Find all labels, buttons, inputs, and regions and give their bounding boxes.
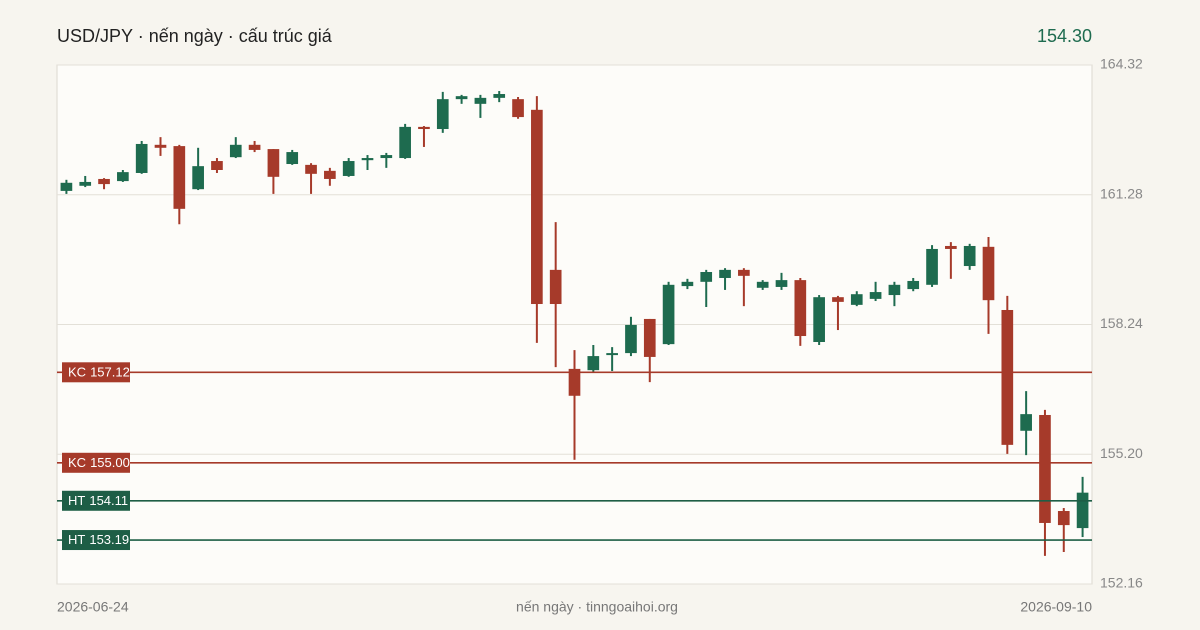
candle-body	[342, 161, 355, 176]
candle-body	[907, 280, 920, 290]
candle-body	[211, 161, 223, 170]
y-tick-label: 164.32	[1100, 56, 1143, 72]
candle-body	[869, 292, 882, 299]
candle-body	[963, 245, 976, 267]
candle-body	[606, 353, 618, 356]
candle-body	[813, 297, 825, 342]
candle-body	[324, 170, 336, 179]
candle-body	[794, 280, 807, 337]
candle-body	[135, 143, 148, 173]
candle-body	[455, 96, 468, 100]
y-tick-label: 158.24	[1100, 315, 1143, 331]
level-tag: KC 157.12	[68, 365, 130, 380]
candle-body	[549, 269, 562, 305]
candle-body	[474, 97, 487, 104]
candle-body	[1057, 511, 1070, 526]
candle-body	[286, 152, 299, 165]
candle-body	[192, 166, 204, 190]
candle-body	[98, 178, 110, 185]
level-tag-box	[62, 452, 130, 473]
candle-body	[1001, 309, 1014, 445]
candle-body	[493, 94, 506, 98]
candle-body	[625, 324, 637, 354]
candle-body	[173, 146, 186, 209]
level-tag-value: 157.12	[90, 365, 130, 380]
candle-body	[568, 368, 581, 396]
y-tick-label: 161.28	[1100, 185, 1143, 201]
candle-body	[60, 182, 73, 191]
candle-body	[1039, 414, 1051, 523]
candle-body	[662, 284, 675, 345]
level-tag: KC 155.00	[68, 455, 130, 470]
footer: nến ngày · tinngoaihoi.org	[516, 599, 678, 615]
candle-body	[719, 269, 731, 278]
candle-body	[775, 280, 788, 287]
candle-body	[756, 281, 769, 288]
candle-body	[436, 99, 449, 130]
level-tag-value: 153.19	[89, 532, 129, 547]
chart-title: USD/JPY · nến ngày · cấu trúc giá	[57, 26, 333, 46]
candle-body	[248, 144, 261, 150]
x-end-label: 2026-09-10	[1020, 599, 1092, 615]
level-tag-box	[62, 362, 130, 383]
candle-body	[531, 109, 543, 305]
candle-body	[380, 155, 393, 159]
candle-body	[305, 164, 317, 174]
level-tag-value: 154.11	[89, 493, 128, 508]
candle-body	[681, 281, 694, 287]
candle-body	[79, 181, 92, 186]
last-price: 154.30	[1037, 26, 1092, 46]
level-tag-value: 155.00	[90, 455, 130, 470]
candle-body	[267, 149, 280, 177]
y-tick-label: 152.16	[1100, 575, 1143, 591]
candle-body	[1020, 414, 1032, 431]
candle-body	[945, 245, 957, 249]
level-tag-box	[62, 530, 130, 551]
level-tag-box	[62, 490, 130, 511]
candle-body	[418, 126, 430, 130]
level-tag-name: KC	[68, 365, 86, 380]
level-tag: HT 153.19	[68, 532, 129, 547]
candle-body	[643, 318, 656, 357]
candle-body	[399, 126, 411, 159]
candle-body	[512, 99, 524, 118]
candle-body	[850, 294, 863, 305]
candle-body	[587, 356, 600, 371]
candle-body	[154, 144, 167, 148]
level-tag-name: HT	[68, 532, 85, 547]
candle-body	[832, 297, 844, 302]
level-tag-name: HT	[68, 493, 85, 508]
y-tick-label: 155.20	[1100, 445, 1143, 461]
level-tag-name: KC	[68, 455, 86, 470]
candle-body	[361, 158, 374, 161]
candle-body	[888, 284, 901, 296]
candle-body	[229, 144, 242, 158]
candle-body	[117, 172, 129, 182]
candle-body	[926, 248, 938, 285]
level-tag: HT 154.11	[68, 493, 128, 508]
candle-body	[982, 246, 995, 301]
candle-body	[1076, 492, 1089, 529]
x-start-label: 2026-06-24	[57, 599, 129, 615]
candle-body	[738, 269, 750, 276]
candle-body	[700, 272, 713, 282]
